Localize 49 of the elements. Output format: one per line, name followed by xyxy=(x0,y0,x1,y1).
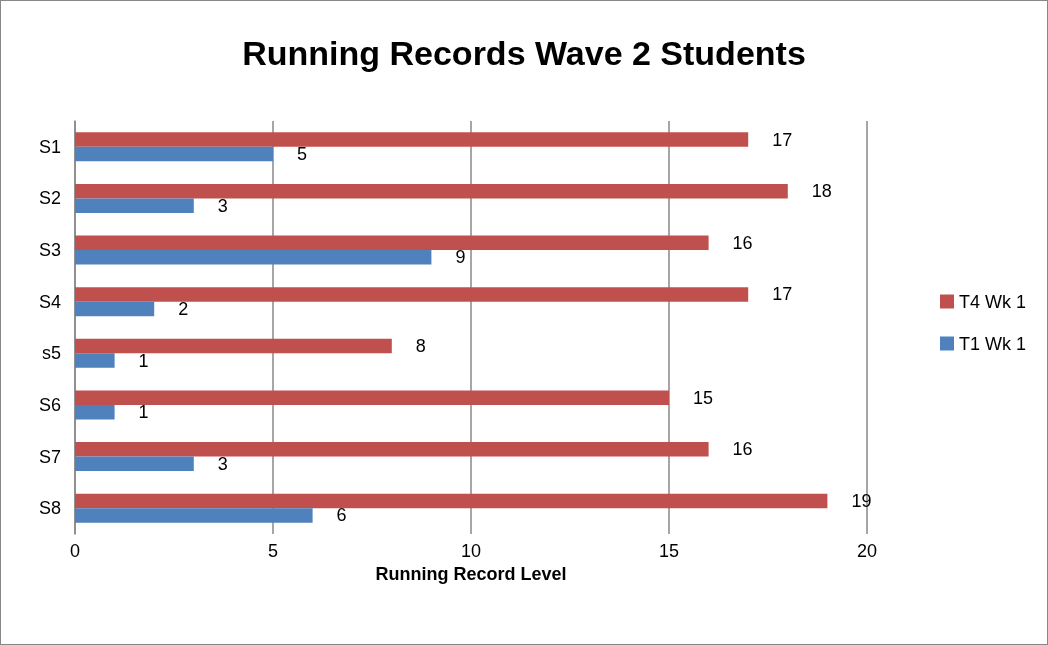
y-tick-label: S4 xyxy=(38,291,61,312)
data-label: 16 xyxy=(732,439,753,460)
data-label: 6 xyxy=(336,505,347,526)
bar xyxy=(75,198,194,213)
bar xyxy=(75,493,828,509)
bar xyxy=(75,301,155,317)
bar xyxy=(75,235,709,251)
bar xyxy=(75,338,392,354)
y-tick-label: S3 xyxy=(38,240,61,261)
x-tick-label: 0 xyxy=(69,541,81,561)
y-tick-label: S1 xyxy=(38,136,61,157)
data-label: 5 xyxy=(297,144,308,165)
data-label: 17 xyxy=(772,129,793,150)
y-tick-label: S7 xyxy=(38,446,61,467)
x-tick-label: 20 xyxy=(856,541,878,561)
bar xyxy=(75,442,709,457)
bar xyxy=(75,250,432,265)
data-label: 1 xyxy=(138,402,149,423)
bar xyxy=(75,132,749,147)
data-label: 1 xyxy=(138,350,149,371)
bar xyxy=(75,146,273,162)
data-label: 15 xyxy=(693,387,714,408)
x-tick-label: 15 xyxy=(658,541,680,561)
x-axis-title: Running Record Level xyxy=(375,563,567,584)
data-label: 19 xyxy=(851,490,872,511)
y-tick-label: S8 xyxy=(38,498,61,519)
data-label: 17 xyxy=(772,284,793,305)
data-label: 18 xyxy=(811,181,832,202)
y-tick-label: s5 xyxy=(41,343,61,364)
x-tick-label: 10 xyxy=(460,541,482,561)
bar xyxy=(75,390,669,405)
data-label: 3 xyxy=(217,195,228,216)
bar xyxy=(75,508,313,523)
data-label: 9 xyxy=(455,247,466,268)
y-tick-label: S6 xyxy=(38,394,61,415)
y-tick-label: S2 xyxy=(38,188,61,209)
bar xyxy=(75,183,788,199)
data-label: 3 xyxy=(217,453,228,474)
bar xyxy=(75,353,115,368)
bar xyxy=(75,404,115,420)
bar xyxy=(75,287,749,302)
data-label: 16 xyxy=(732,232,753,253)
x-tick-label: 5 xyxy=(267,541,279,561)
legend-label: T4 Wk 1 xyxy=(958,291,1027,312)
data-label: 8 xyxy=(415,336,426,357)
bar xyxy=(75,456,194,472)
chart-title: Running Records Wave 2 Students xyxy=(242,34,806,72)
data-label: 2 xyxy=(178,298,189,319)
legend-label: T1 Wk 1 xyxy=(958,333,1027,354)
